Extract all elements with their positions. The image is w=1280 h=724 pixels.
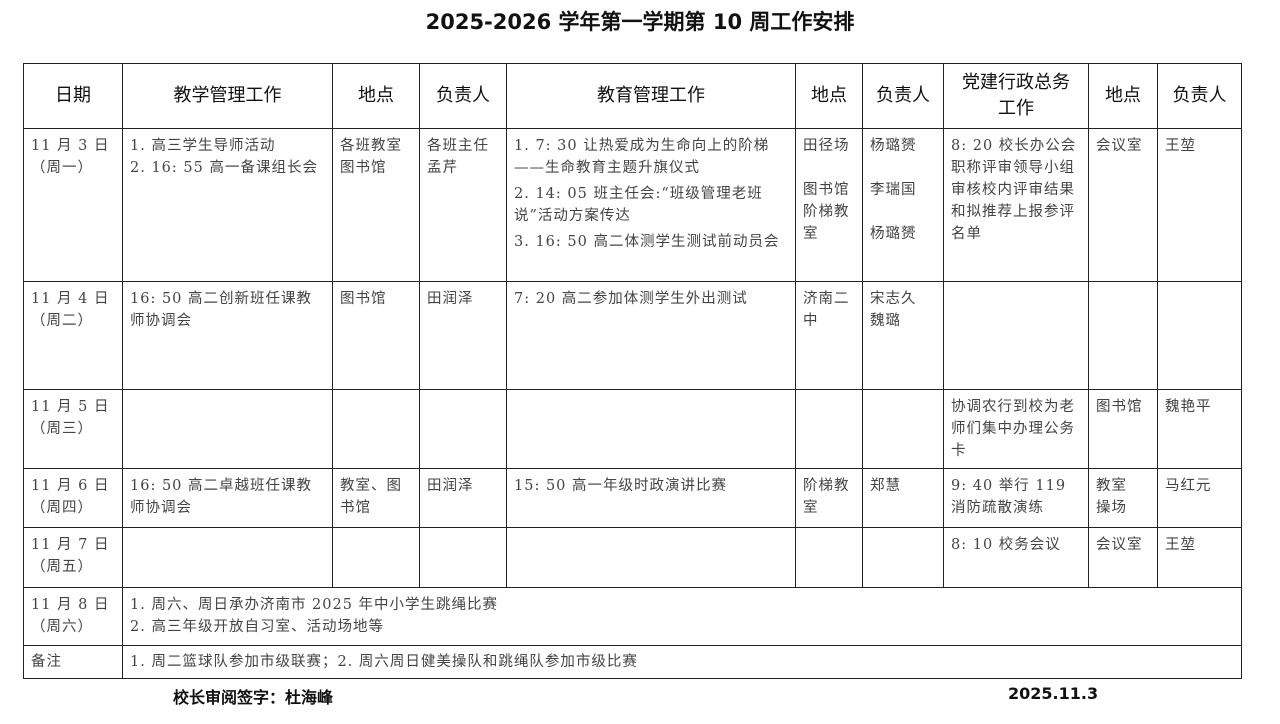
table-row: 11 月 4 日 （周二） 16: 50 高二创新班任课教师协调会 图书馆 田润… xyxy=(23,281,1242,390)
header-education: 教育管理工作 xyxy=(506,63,796,129)
document-date: 2025.11.3 xyxy=(1008,684,1099,703)
owner-cell xyxy=(1157,281,1242,390)
list-item: 15: 50 高一年级时政演讲比赛 xyxy=(514,478,728,494)
education-cell: 15: 50 高一年级时政演讲比赛 xyxy=(506,468,796,528)
admin-cell: 9: 40 举行 119 消防疏散演练 xyxy=(943,468,1089,528)
location-cell xyxy=(332,527,420,588)
owner-cell: 王堃 xyxy=(1157,128,1242,282)
teaching-cell xyxy=(122,527,333,588)
owner-cell: 郑慧 xyxy=(862,468,944,528)
date-cell: 11 月 7 日 （周五） xyxy=(23,527,123,588)
header-owner: 负责人 xyxy=(1157,63,1242,129)
page-title: 2025-2026 学年第一学期第 10 周工作安排 xyxy=(425,10,855,34)
owner-cell: 各班主任 孟芹 xyxy=(419,128,507,282)
location-cell: 会议室 xyxy=(1088,128,1158,282)
admin-cell xyxy=(943,281,1089,390)
principal-signature: 校长审阅签字：杜海峰 xyxy=(173,688,334,707)
header-row: 日期 教学管理工作 地点 负责人 教育管理工作 地点 负责人 党建行政总务 工作… xyxy=(23,63,1242,129)
header-owner: 负责人 xyxy=(419,63,507,129)
header-location: 地点 xyxy=(332,63,420,129)
education-cell: 1. 7: 30 让热爱成为生命向上的阶梯——生命教育主题升旗仪式 2. 14: … xyxy=(506,128,796,282)
list-item: 3. 16: 50 高二体测学生测试前动员会 xyxy=(514,234,780,250)
education-cell xyxy=(506,527,796,588)
owner-cell: 杨璐赟 李瑞国 杨璐赟 xyxy=(862,128,944,282)
teaching-cell: 1. 高三学生导师活动 2. 16: 55 高一备课组长会 xyxy=(122,128,333,282)
admin-cell: 8: 10 校务会议 xyxy=(943,527,1089,588)
date-cell: 11 月 6 日 （周四） xyxy=(23,468,123,528)
header-date: 日期 xyxy=(23,63,123,129)
teaching-cell: 16: 50 高二卓越班任课教师协调会 xyxy=(122,468,333,528)
header-location: 地点 xyxy=(1088,63,1158,129)
table-row: 11 月 6 日 （周四） 16: 50 高二卓越班任课教师协调会 教室、图书馆… xyxy=(23,468,1242,528)
location-cell xyxy=(795,527,863,588)
list-item: 2. 16: 55 高一备课组长会 xyxy=(130,160,318,176)
owner-cell xyxy=(862,389,944,469)
list-item: 1. 高三学生导师活动 xyxy=(130,138,276,154)
remarks-cell: 1. 周二篮球队参加市级联赛；2. 周六周日健美操队和跳绳队参加市级比赛 xyxy=(122,645,1242,679)
remarks-row: 备注 1. 周二篮球队参加市级联赛；2. 周六周日健美操队和跳绳队参加市级比赛 xyxy=(23,645,1242,679)
owner-cell: 魏艳平 xyxy=(1157,389,1242,469)
teaching-cell: 16: 50 高二创新班任课教师协调会 xyxy=(122,281,333,390)
owner-cell xyxy=(862,527,944,588)
list-item: 16: 50 高二创新班任课教师协调会 xyxy=(130,291,313,329)
saturday-row: 11 月 8 日 （周六） 1. 周六、周日承办济南市 2025 年中小学生跳绳… xyxy=(23,587,1242,646)
header-admin: 党建行政总务 工作 xyxy=(943,63,1089,129)
teaching-cell xyxy=(122,389,333,469)
owner-cell: 田润泽 xyxy=(419,281,507,390)
list-item: 16: 50 高二卓越班任课教师协调会 xyxy=(130,478,313,516)
owner-cell: 马红元 xyxy=(1157,468,1242,528)
owner-cell xyxy=(419,389,507,469)
table-row: 11 月 7 日 （周五） 8: 10 校务会议 会议室 王堃 xyxy=(23,527,1242,588)
location-cell xyxy=(332,389,420,469)
location-cell: 图书馆 xyxy=(1088,389,1158,469)
location-cell: 教室、图书馆 xyxy=(332,468,420,528)
location-cell: 济南二中 xyxy=(795,281,863,390)
location-cell: 各班教室 图书馆 xyxy=(332,128,420,282)
admin-cell: 协调农行到校为老师们集中办理公务卡 xyxy=(943,389,1089,469)
header-teaching: 教学管理工作 xyxy=(122,63,333,129)
list-item: 1. 7: 30 让热爱成为生命向上的阶梯——生命教育主题升旗仪式 xyxy=(514,138,770,176)
owner-cell: 王堃 xyxy=(1157,527,1242,588)
location-cell: 图书馆 xyxy=(332,281,420,390)
owner-cell: 宋志久 魏璐 xyxy=(862,281,944,390)
remarks-label: 备注 xyxy=(23,645,123,679)
date-cell: 11 月 5 日 （周三） xyxy=(23,389,123,469)
admin-cell: 8: 20 校长办公会 职称评审领导小组审核校内评审结果和拟推荐上报参评名单 xyxy=(943,128,1089,282)
location-cell xyxy=(795,389,863,469)
table-row: 11 月 5 日 （周三） 协调农行到校为老师们集中办理公务卡 图书馆 魏艳平 xyxy=(23,389,1242,469)
schedule-table: 日期 教学管理工作 地点 负责人 教育管理工作 地点 负责人 党建行政总务 工作… xyxy=(23,63,1242,679)
owner-cell: 田润泽 xyxy=(419,468,507,528)
date-cell: 11 月 3 日 （周一） xyxy=(23,128,123,282)
table-row: 11 月 3 日 （周一） 1. 高三学生导师活动 2. 16: 55 高一备课组… xyxy=(23,128,1242,282)
education-cell xyxy=(506,389,796,469)
location-cell: 会议室 xyxy=(1088,527,1158,588)
owner-cell xyxy=(419,527,507,588)
location-cell: 田径场 图书馆 阶梯教室 xyxy=(795,128,863,282)
list-item: 7: 20 高二参加体测学生外出测试 xyxy=(514,291,748,307)
location-cell xyxy=(1088,281,1158,390)
location-cell: 阶梯教室 xyxy=(795,468,863,528)
date-cell: 11 月 8 日 （周六） xyxy=(23,587,123,646)
location-cell: 教室 操场 xyxy=(1088,468,1158,528)
saturday-cell: 1. 周六、周日承办济南市 2025 年中小学生跳绳比赛 2. 高三年级开放自习… xyxy=(122,587,1242,646)
education-cell: 7: 20 高二参加体测学生外出测试 xyxy=(506,281,796,390)
header-location: 地点 xyxy=(795,63,863,129)
date-cell: 11 月 4 日 （周二） xyxy=(23,281,123,390)
list-item: 2. 14: 05 班主任会:“班级管理老班说”活动方案传达 xyxy=(514,186,763,224)
header-owner: 负责人 xyxy=(862,63,944,129)
